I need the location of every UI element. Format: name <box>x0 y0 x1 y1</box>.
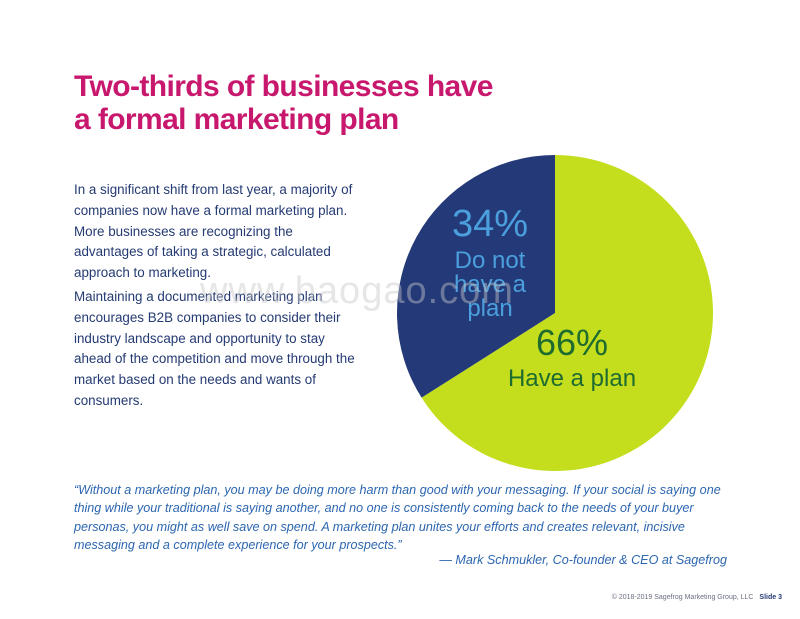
footer: © 2018-2019 Sagefrog Marketing Group, LL… <box>612 594 782 601</box>
slice-name-label-2-line-3: plan <box>467 295 512 322</box>
slice-value-label-1: 66% <box>536 322 608 363</box>
slide-number: Slide 3 <box>759 594 782 601</box>
pie-slice-1 <box>421 155 713 471</box>
slice-value-label-2: 34% <box>452 203 528 245</box>
quote-attribution: — Mark Schmukler, Co-founder & CEO at Sa… <box>439 553 727 567</box>
slice-name-label-2-line-2: have a <box>454 271 527 298</box>
intro-paragraph: In a significant shift from last year, a… <box>74 182 353 281</box>
pie-chart: 66% Have a plan 34% Do not have a plan <box>390 148 720 478</box>
slice-name-label-2-line-1: Do not <box>455 247 526 274</box>
quote-text: “Without a marketing plan, you may be do… <box>74 483 721 553</box>
copyright-text: © 2018-2019 Sagefrog Marketing Group, LL… <box>611 594 754 601</box>
pie-slice-2 <box>397 155 555 398</box>
slice-name-label-1: Have a plan <box>508 365 636 392</box>
page-title: Two-thirds of businesses have a formal m… <box>74 70 493 136</box>
watermark: www.baogao.com <box>200 270 514 312</box>
detail-paragraph: Maintaining a documented marketing plan … <box>74 289 355 408</box>
